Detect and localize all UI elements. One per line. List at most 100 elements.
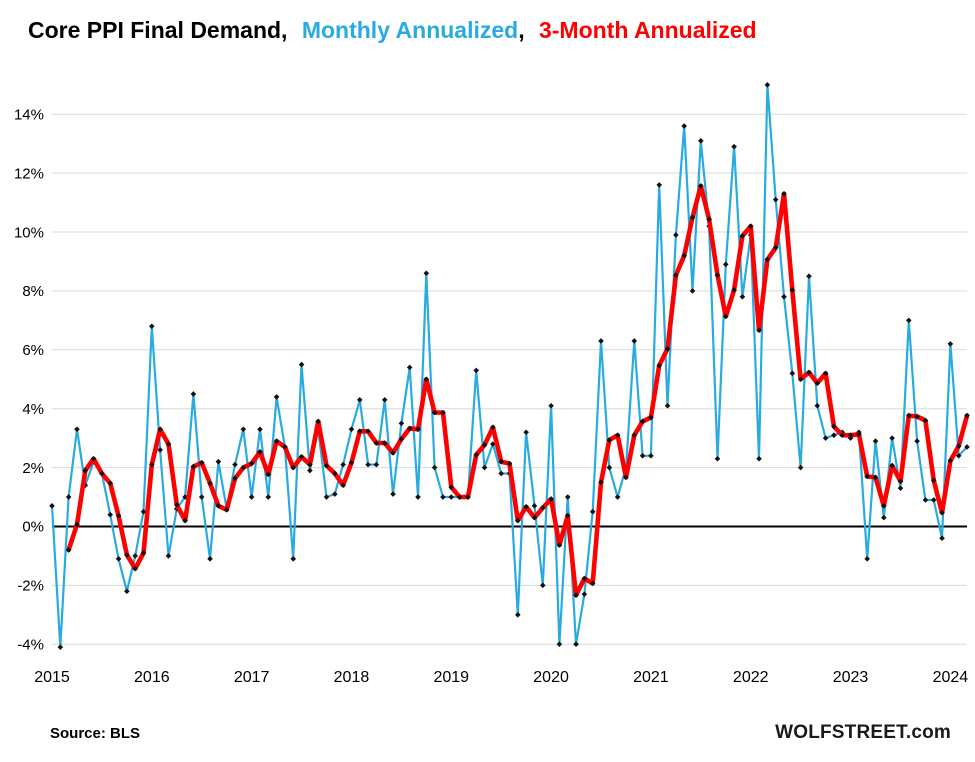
gridlines (52, 113, 967, 645)
data-point-diamond (881, 514, 887, 521)
data-point-diamond (506, 460, 513, 467)
data-point-diamond (789, 287, 796, 293)
data-point-diamond (714, 455, 721, 462)
data-point-diamond (614, 432, 621, 438)
data-point-diamond (115, 556, 122, 562)
data-point-diamond (248, 494, 255, 500)
x-tick-label: 2023 (833, 669, 869, 686)
data-point-diamond (731, 287, 737, 293)
data-point-diamond (431, 409, 438, 416)
data-point-diamond (273, 394, 280, 400)
data-point-diamond (165, 553, 172, 559)
data-point-diamond (681, 123, 687, 129)
data-point-diamond (639, 418, 646, 425)
legend-monthly-annualized: Monthly Annualized (301, 17, 519, 43)
data-point-diamond (323, 494, 330, 500)
data-point-diamond (839, 432, 846, 438)
data-point-diamond (531, 503, 538, 509)
data-point-diamond (473, 452, 480, 458)
data-point-diamond (348, 459, 355, 466)
x-tick-label: 2020 (533, 669, 569, 686)
data-point-diamond (132, 565, 138, 572)
data-point-diamond (90, 455, 97, 462)
data-point-diamond (905, 317, 912, 324)
data-point-diamond (398, 436, 405, 442)
data-point-diamond (415, 494, 421, 500)
data-point-diamond (930, 477, 937, 484)
data-point-diamond (772, 196, 779, 203)
data-point-diamond (240, 426, 247, 433)
data-point-diamond (273, 438, 280, 444)
data-point-diamond (822, 435, 829, 441)
data-point-diamond (847, 432, 854, 438)
data-point-diamond (589, 508, 596, 515)
data-point-diamond (290, 556, 297, 562)
source-label: Source: BLS (50, 725, 141, 742)
data-point-diamond (257, 449, 263, 455)
data-point-diamond (215, 458, 222, 465)
x-axis-labels: 2015 2016 2017 2018 2019 2020 2021 2022 2023 2024 (34, 669, 968, 686)
data-point-diamond (356, 397, 363, 403)
data-point-diamond (573, 592, 579, 598)
data-point-diamond (190, 463, 197, 470)
monthly-annualized-markers (49, 82, 970, 650)
data-point-diamond (157, 447, 163, 453)
data-point-diamond (456, 494, 463, 500)
data-point-diamond (49, 503, 55, 509)
data-point-diamond (523, 429, 529, 436)
data-point-diamond (764, 256, 771, 263)
data-point-diamond (930, 497, 937, 503)
data-point-diamond (664, 402, 671, 409)
data-point-diamond (490, 424, 496, 431)
data-point-diamond (564, 494, 571, 500)
data-point-diamond (198, 494, 205, 500)
data-point-diamond (65, 547, 72, 553)
data-point-diamond (332, 491, 338, 497)
plot-svg: -4%-2%0%2%4%6%8%10%12%14%2015 2016 2017 201… (14, 82, 970, 686)
data-point-diamond (897, 485, 904, 491)
monthly-annualized-line (50, 83, 969, 649)
data-point-diamond (157, 426, 163, 433)
data-point-diamond (639, 452, 646, 459)
data-point-diamond (149, 323, 155, 330)
data-point-diamond (415, 426, 421, 433)
data-point-diamond (648, 452, 654, 459)
data-point-diamond (248, 460, 255, 467)
data-point-diamond (132, 553, 138, 559)
data-point-diamond (814, 380, 821, 386)
data-point-diamond (149, 461, 155, 468)
data-point-diamond (298, 361, 305, 368)
data-point-diamond (448, 484, 455, 491)
data-point-diamond (656, 362, 663, 369)
data-point-diamond (57, 644, 64, 650)
data-point-diamond (881, 503, 887, 509)
data-point-diamond (406, 364, 413, 371)
data-point-diamond (356, 428, 363, 435)
data-point-diamond (365, 461, 371, 468)
data-point-diamond (698, 137, 704, 144)
three-month-annualized-line (66, 183, 970, 598)
y-tick-label: 2% (22, 460, 44, 477)
data-point-diamond (74, 426, 80, 433)
data-point-diamond (673, 232, 679, 238)
data-point-diamond (348, 426, 355, 433)
y-tick-label: 8% (22, 283, 44, 300)
data-point-diamond (232, 475, 238, 482)
data-point-diamond (340, 482, 346, 489)
chart-title: Core PPI Final Demand, Monthly Annualize… (0, 0, 975, 45)
data-point-diamond (689, 288, 696, 294)
data-point-diamond (598, 338, 604, 344)
x-tick-label: 2021 (633, 669, 669, 686)
data-point-diamond (448, 494, 455, 500)
data-point-diamond (631, 338, 638, 344)
data-point-diamond (207, 556, 213, 562)
data-point-diamond (889, 462, 895, 469)
data-point-diamond (764, 82, 771, 88)
data-point-diamond (307, 467, 313, 474)
data-point-diamond (190, 391, 197, 397)
data-point-diamond (722, 313, 729, 320)
data-point-diamond (623, 474, 629, 481)
data-point-diamond (731, 143, 737, 150)
data-point-diamond (423, 270, 430, 277)
data-point-diamond (781, 294, 787, 300)
